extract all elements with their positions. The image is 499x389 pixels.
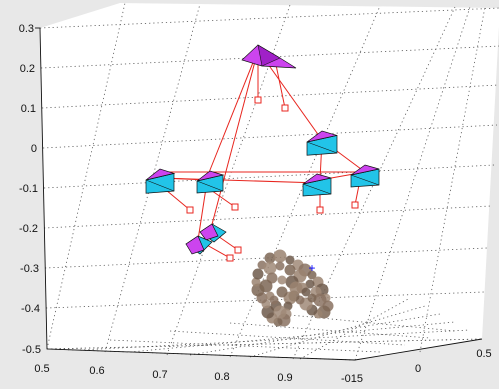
object-point xyxy=(285,255,295,265)
x-tick-label: 0.6 xyxy=(89,365,104,377)
object-point xyxy=(252,268,264,280)
camera-frustum xyxy=(302,173,332,197)
origin-marker-layer: + xyxy=(308,261,315,275)
z-tick-label: -0.1 xyxy=(19,183,38,195)
object-point xyxy=(269,295,279,305)
object-point-cloud xyxy=(251,249,334,327)
object-point xyxy=(275,261,285,271)
z-tick-label: 0.2 xyxy=(20,63,35,75)
x-tick-label: 0.5 xyxy=(34,363,49,375)
y-tick-label: 0.5 xyxy=(476,348,491,360)
object-point xyxy=(289,281,303,295)
object-point xyxy=(264,252,276,264)
z-tick-label: 0 xyxy=(31,143,37,155)
floor-gridline xyxy=(189,313,441,356)
camera-link-line xyxy=(207,49,259,176)
camera-top xyxy=(306,130,338,143)
camera-center-marker xyxy=(234,246,242,254)
camera-edge xyxy=(306,141,338,154)
camera-link-line xyxy=(274,59,286,109)
z-gridline xyxy=(39,7,499,29)
object-point xyxy=(307,293,317,303)
y-tick-label: 0 xyxy=(415,363,421,375)
z-gridline xyxy=(41,84,499,109)
object-point xyxy=(273,249,287,263)
camera-center-marker xyxy=(351,201,359,209)
camera-center-marker xyxy=(231,203,239,211)
origin-marker: + xyxy=(308,261,315,275)
x-tick-label: 0.8 xyxy=(214,371,229,383)
object-point xyxy=(263,261,277,275)
object-point xyxy=(273,305,287,319)
camera-center-marker xyxy=(316,206,324,214)
floor-gridline xyxy=(46,338,483,350)
x-tick-label: -015 xyxy=(341,373,363,385)
camera-frustum xyxy=(145,168,176,194)
x-gridline xyxy=(229,5,381,358)
camera-top xyxy=(350,164,380,176)
camera-top xyxy=(185,235,205,255)
z-gridline xyxy=(43,205,492,229)
camera-edge xyxy=(145,179,175,192)
object-point xyxy=(305,279,315,289)
camera-edge xyxy=(302,183,332,195)
axis-lines xyxy=(35,27,483,361)
camera-center-marker xyxy=(226,254,234,262)
object-point xyxy=(277,275,287,285)
y-gridline xyxy=(354,6,471,361)
camera-top xyxy=(145,168,176,181)
camera-center-marker xyxy=(254,96,262,104)
object-point xyxy=(251,277,261,287)
z-tick-label: 0.3 xyxy=(19,23,34,35)
z-gridline xyxy=(42,124,498,149)
floor-gridline xyxy=(109,339,381,353)
axis-box-edge xyxy=(39,27,483,361)
z-gridline xyxy=(40,45,499,69)
x-tick-label: 0.7 xyxy=(152,369,167,381)
z-tick-label: -0.5 xyxy=(22,344,41,356)
z-tick-label: -0.2 xyxy=(19,223,38,235)
camera-center-marker xyxy=(186,206,194,214)
camera-edge xyxy=(196,180,224,192)
camera-face xyxy=(257,44,281,67)
camera-frustum xyxy=(196,170,225,194)
camera-frustum xyxy=(306,130,338,156)
object-point xyxy=(276,286,288,298)
floor-gridline xyxy=(169,330,406,346)
camera-frustum xyxy=(350,164,380,188)
camera-frustums xyxy=(145,44,380,255)
z-tick-label: 0.1 xyxy=(21,103,36,115)
camera-top xyxy=(302,173,332,185)
camera-link-line xyxy=(209,49,259,233)
object-point xyxy=(283,301,293,311)
tick-labels: 0.3 0.2 0.1 0 -0.1 -0.2 -0.3 -0.4 -0.5 0.5 0.6 0.7 0… xyxy=(19,23,492,385)
object-point xyxy=(301,287,311,297)
x-gridline xyxy=(46,2,126,350)
camera-edge xyxy=(350,174,380,186)
z-tick-label: -0.4 xyxy=(21,303,40,315)
object-point xyxy=(284,264,296,276)
object-point xyxy=(313,293,327,307)
object-point xyxy=(307,270,317,280)
camera-center-marker xyxy=(281,104,289,112)
floor-gridline xyxy=(249,305,426,358)
object-point xyxy=(259,279,273,293)
z-tick-label: -0.3 xyxy=(20,263,39,275)
camera-top xyxy=(196,170,225,182)
camera-top xyxy=(199,223,219,241)
x-tick-label: 0.9 xyxy=(277,372,292,384)
